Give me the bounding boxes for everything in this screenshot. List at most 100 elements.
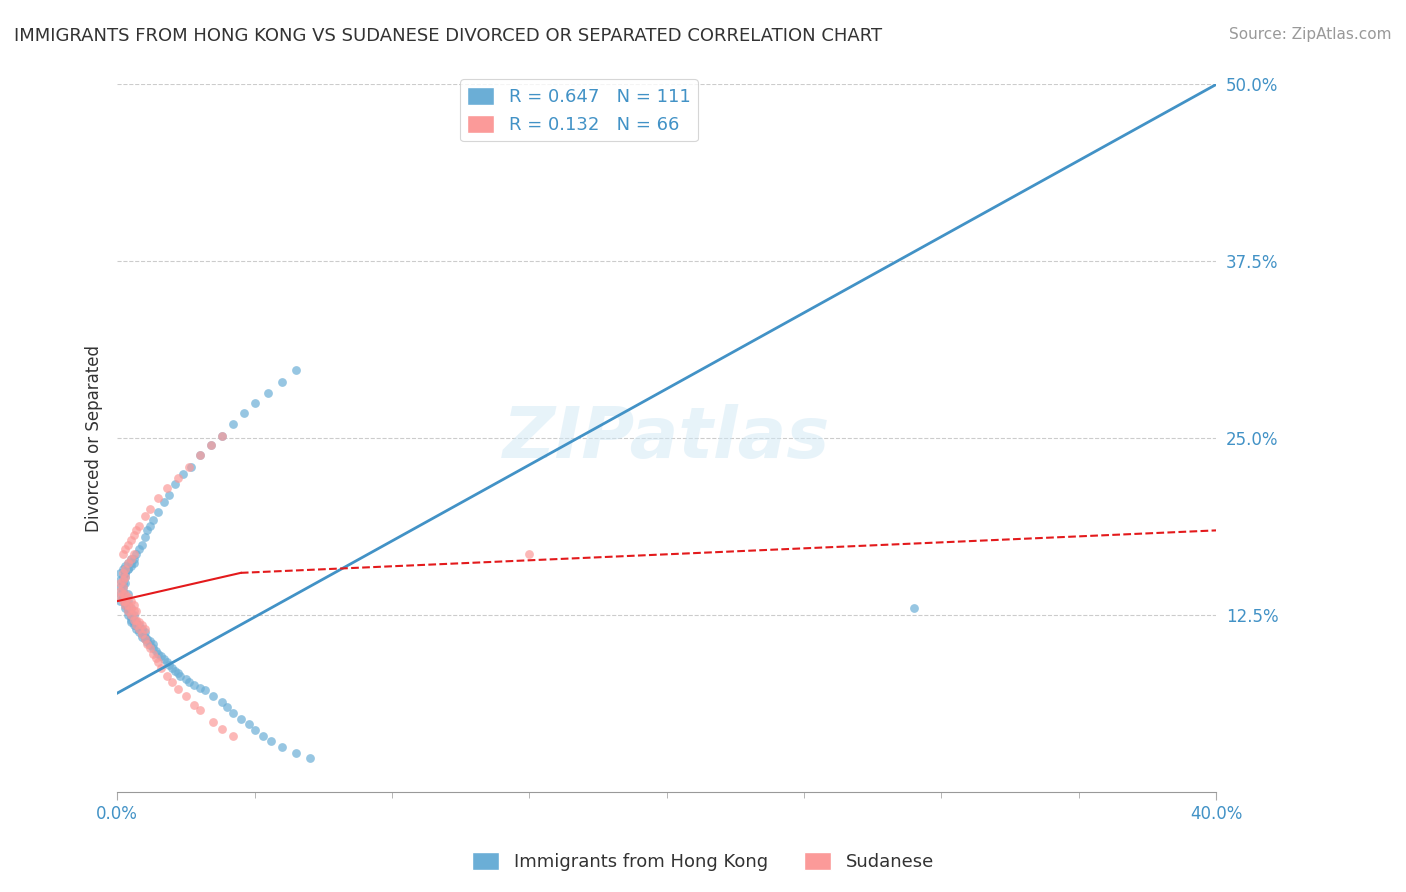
Point (252, 729, 274, 743)
Point (134, 625, 156, 640)
Point (153, 652, 176, 666)
Point (114, 561, 136, 575)
Point (163, 664, 186, 678)
Point (108, 573, 131, 587)
Text: IMMIGRANTS FROM HONG KONG VS SUDANESE DIVORCED OR SEPARATED CORRELATION CHART: IMMIGRANTS FROM HONG KONG VS SUDANESE DI… (14, 27, 882, 45)
Point (117, 587, 139, 601)
Point (166, 681, 188, 696)
Point (117, 556, 139, 570)
Point (169, 669, 191, 683)
Point (111, 580, 134, 594)
Point (139, 519, 162, 533)
Point (131, 537, 153, 551)
Point (200, 438, 222, 452)
Point (153, 495, 176, 509)
Point (211, 428, 233, 442)
Point (108, 594, 131, 608)
Point (114, 601, 136, 615)
Point (150, 649, 173, 664)
Point (271, 739, 294, 754)
Point (183, 678, 205, 692)
Point (200, 438, 222, 452)
Point (120, 601, 142, 615)
Point (122, 604, 145, 618)
Point (134, 509, 156, 524)
Point (111, 548, 134, 562)
Point (139, 640, 162, 655)
Point (114, 541, 136, 556)
Point (117, 599, 139, 613)
Point (136, 632, 159, 647)
Point (145, 650, 167, 665)
Point (188, 448, 211, 462)
Point (128, 615, 150, 630)
Point (120, 551, 142, 566)
Point (177, 674, 200, 689)
Point (120, 615, 142, 630)
Point (111, 570, 134, 584)
Point (194, 683, 217, 698)
Point (156, 481, 179, 495)
Point (125, 615, 148, 630)
Point (139, 633, 162, 648)
Point (136, 524, 159, 538)
Point (120, 594, 142, 608)
Point (156, 655, 179, 669)
Point (114, 566, 136, 580)
Text: Source: ZipAtlas.com: Source: ZipAtlas.com (1229, 27, 1392, 42)
Point (142, 637, 165, 651)
Point (117, 604, 139, 618)
Point (284, 746, 307, 760)
Point (114, 587, 136, 601)
Point (202, 689, 225, 703)
Point (120, 601, 142, 615)
Point (111, 566, 134, 580)
Point (108, 566, 131, 580)
Point (114, 575, 136, 590)
Point (134, 623, 156, 637)
Point (114, 570, 136, 584)
Point (903, 601, 925, 615)
Point (136, 635, 159, 649)
Point (108, 584, 131, 599)
Point (122, 608, 145, 623)
Point (136, 637, 159, 651)
Point (122, 556, 145, 570)
Point (134, 632, 156, 647)
Point (517, 548, 540, 562)
Point (122, 613, 145, 627)
Point (117, 561, 139, 575)
Point (188, 703, 211, 717)
Point (139, 638, 162, 652)
Point (117, 594, 139, 608)
Point (128, 519, 150, 533)
Point (160, 674, 183, 689)
Point (298, 751, 321, 765)
Point (148, 647, 170, 661)
Point (111, 584, 134, 599)
Point (120, 556, 142, 570)
Point (211, 428, 233, 442)
Point (122, 599, 145, 613)
Point (142, 640, 165, 655)
Point (180, 459, 202, 474)
Point (128, 623, 150, 637)
Point (257, 386, 280, 401)
Point (125, 618, 148, 632)
Point (111, 587, 134, 601)
Point (114, 596, 136, 610)
Text: ZIPatlas: ZIPatlas (503, 404, 831, 473)
Point (188, 681, 211, 695)
Point (108, 580, 131, 594)
Point (128, 618, 150, 632)
Point (131, 618, 153, 632)
Point (211, 722, 233, 736)
Point (134, 630, 156, 644)
Point (177, 459, 200, 474)
Point (166, 471, 188, 485)
Point (131, 626, 153, 640)
Point (122, 618, 145, 632)
Point (114, 599, 136, 613)
Point (128, 623, 150, 637)
Point (145, 644, 167, 658)
